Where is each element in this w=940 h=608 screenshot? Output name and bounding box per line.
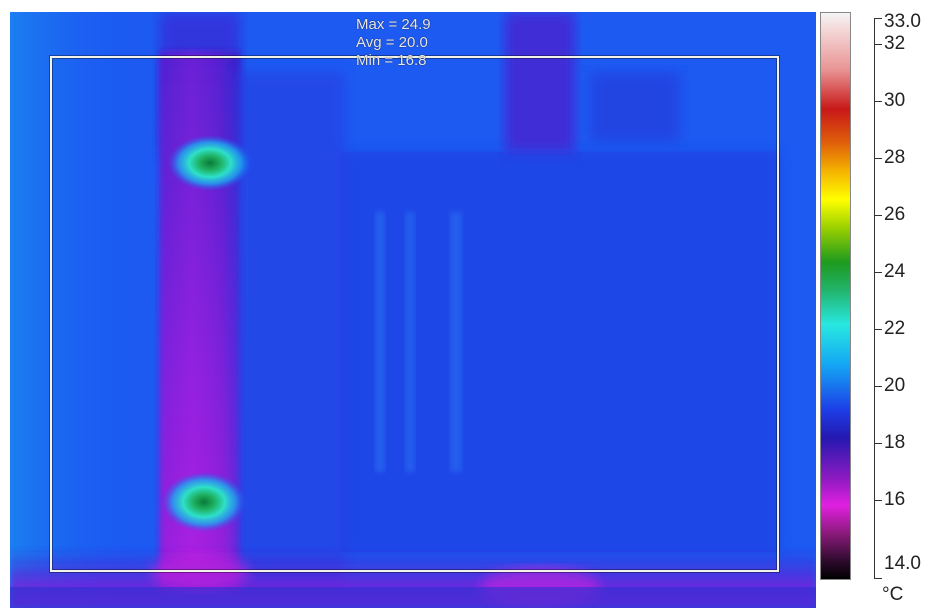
- scale-tick-20: [874, 386, 882, 387]
- scale-tick-28: [874, 158, 882, 159]
- scale-label-26: 26: [884, 204, 906, 225]
- scale-tick-32: [874, 44, 882, 45]
- scale-tick-16: [874, 500, 882, 501]
- thermal-image[interactable]: Max = 24.9 Avg = 20.0 Min = 16.8: [10, 12, 816, 608]
- scale-label-32: 32: [884, 33, 906, 54]
- scale-tick-30: [874, 101, 882, 102]
- temperature-unit-label: °C: [882, 584, 904, 605]
- scale-label-24: 24: [884, 261, 906, 282]
- scale-label-top: 33.0: [884, 11, 921, 32]
- scale-tick-top: [874, 18, 882, 19]
- scale-label-16: 16: [884, 489, 906, 510]
- temperature-color-scale: 33.0 32 30 28 26 24 22 20 18 16 14.0 °C: [820, 12, 940, 608]
- scale-label-18: 18: [884, 432, 906, 453]
- stat-max: Max = 24.9: [356, 16, 431, 33]
- stat-min: Min = 16.8: [356, 52, 427, 69]
- roi-measurement-box[interactable]: [50, 56, 779, 572]
- scale-tick-26: [874, 215, 882, 216]
- scale-tick-bottom: [874, 578, 882, 579]
- scale-tick-24: [874, 272, 882, 273]
- scale-label-28: 28: [884, 147, 906, 168]
- stat-avg: Avg = 20.0: [356, 34, 428, 51]
- roi-statistics: Max = 24.9 Avg = 20.0 Min = 16.8: [356, 16, 431, 70]
- hot-spot-upper: [168, 135, 252, 191]
- scale-label-bottom: 14.0: [884, 553, 921, 574]
- color-scale-bar[interactable]: [820, 12, 851, 580]
- scale-tick-22: [874, 329, 882, 330]
- hot-spot-lower: [162, 472, 246, 532]
- scale-label-30: 30: [884, 90, 906, 111]
- scale-label-22: 22: [884, 318, 906, 339]
- scale-label-20: 20: [884, 375, 906, 396]
- scale-tick-18: [874, 443, 882, 444]
- thermal-image-canvas: [10, 12, 816, 608]
- scale-axis-line: [874, 18, 875, 578]
